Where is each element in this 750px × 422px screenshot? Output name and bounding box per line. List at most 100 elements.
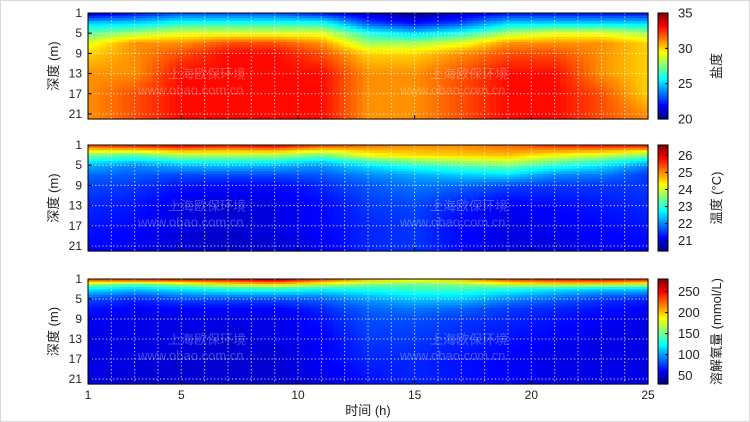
heatmap-cell [478, 39, 486, 43]
heatmap-cell [99, 42, 107, 46]
heatmap-cell [578, 84, 585, 88]
heatmap-cell [473, 79, 480, 83]
heatmap-cell [198, 52, 206, 56]
heatmap-cell [309, 44, 317, 49]
heatmap-cell [543, 13, 550, 17]
heatmap-cell [210, 116, 217, 120]
heatmap-cell [216, 50, 223, 54]
heatmap-cell [274, 108, 282, 112]
heatmap-cell [233, 36, 241, 41]
heatmap-cell [572, 47, 579, 51]
heatmap-cell [187, 58, 194, 62]
heatmap-cell [233, 81, 241, 86]
heatmap-cell [443, 73, 451, 78]
heatmap-cell [303, 81, 311, 86]
heatmap-cell [88, 28, 95, 33]
heatmap-cell [414, 87, 422, 91]
heatmap-cell [373, 13, 381, 17]
heatmap-cell [379, 55, 387, 59]
heatmap-cell [292, 147, 299, 151]
heatmap-cell [408, 145, 416, 149]
heatmap-cell [158, 81, 165, 86]
heatmap-cell [356, 116, 363, 120]
heatmap-cell [379, 100, 387, 104]
heatmap-cell [455, 23, 462, 27]
heatmap-cell [111, 100, 118, 104]
heatmap-cell [298, 28, 305, 33]
heatmap-cell [467, 18, 474, 22]
heatmap-cell [152, 15, 159, 19]
heatmap-cell [578, 89, 585, 94]
heatmap-cell [239, 20, 247, 25]
heatmap-cell [525, 44, 532, 49]
heatmap-cell [607, 87, 614, 91]
heatmap-cell [99, 47, 107, 51]
heatmap-cell [134, 73, 142, 78]
colorbar-swatch [658, 69, 668, 72]
heatmap-cell [560, 76, 567, 80]
heatmap-cell [198, 73, 206, 78]
heatmap-cell [280, 66, 287, 70]
heatmap-cell [467, 84, 474, 88]
heatmap-cell [385, 23, 392, 27]
heatmap-cell [257, 55, 264, 59]
heatmap-cell [508, 97, 515, 102]
heatmap-cell [385, 63, 392, 67]
heatmap-cell [216, 108, 223, 112]
heatmap-cell [257, 113, 264, 117]
heatmap-cell [537, 73, 544, 78]
heatmap-cell [187, 23, 194, 27]
heatmap-cell [601, 100, 608, 104]
heatmap-cell [531, 108, 538, 112]
heatmap-cell [187, 81, 194, 86]
heatmap-cell [315, 145, 322, 149]
heatmap-cell [438, 84, 445, 88]
heatmap-cell [408, 108, 416, 112]
heatmap-cell [613, 76, 620, 80]
heatmap-cell [438, 111, 445, 115]
heatmap-cell [578, 36, 585, 41]
heatmap-cell [578, 105, 585, 109]
heatmap-cell [461, 145, 468, 149]
heatmap-cell [181, 34, 188, 38]
heatmap-cell [391, 18, 398, 22]
heatmap-cell [408, 95, 416, 99]
heatmap-cell [204, 145, 212, 149]
heatmap-cell [478, 15, 486, 19]
heatmap-cell [449, 103, 457, 107]
heatmap-cell [233, 103, 241, 107]
heatmap-cell [233, 66, 241, 70]
heatmap-cell [519, 76, 527, 80]
heatmap-cell [146, 79, 153, 83]
heatmap-cell [117, 116, 124, 120]
heatmap-cell [163, 13, 171, 17]
heatmap-cell [502, 20, 509, 25]
heatmap-cell [478, 18, 486, 22]
heatmap-cell [642, 52, 649, 56]
heatmap-cell [350, 26, 357, 30]
heatmap-cell [315, 52, 322, 56]
heatmap-cell [309, 63, 317, 67]
heatmap-cell [513, 76, 521, 80]
heatmap-cell [379, 87, 387, 91]
heatmap-cell [473, 111, 480, 115]
heatmap-cell [449, 63, 457, 67]
heatmap-cell [578, 97, 585, 102]
heatmap-cell [467, 68, 474, 72]
heatmap-cell [531, 58, 538, 62]
heatmap-cell [368, 66, 375, 70]
heatmap-cell [589, 68, 597, 72]
heatmap-cell [187, 28, 194, 33]
heatmap-cell [601, 145, 608, 149]
heatmap-cell [426, 108, 433, 112]
heatmap-cell [123, 26, 130, 30]
heatmap-cell [251, 42, 258, 46]
heatmap-cell [228, 84, 235, 88]
heatmap-cell [438, 76, 445, 80]
heatmap-cell [158, 26, 165, 30]
heatmap-cell [443, 111, 451, 115]
heatmap-cell [93, 108, 101, 112]
heatmap-cell [251, 103, 258, 107]
heatmap-cell [105, 18, 112, 22]
heatmap-cell [163, 71, 171, 75]
